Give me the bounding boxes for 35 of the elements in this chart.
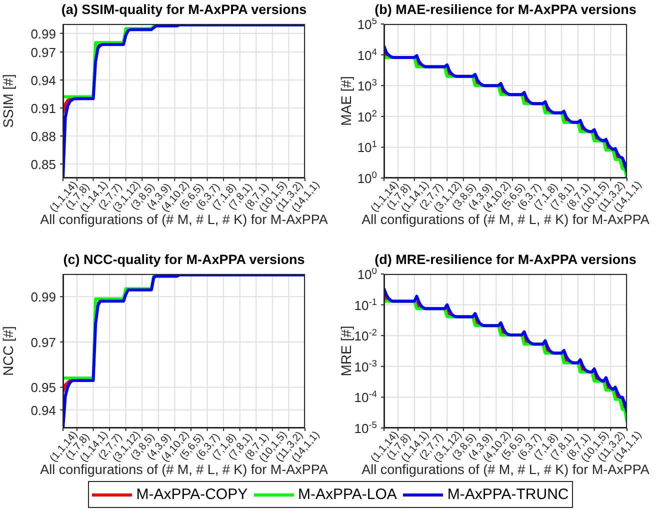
chart-title: (a) SSIM-quality for M-AxPPA versions	[60, 2, 308, 17]
y-tick-label: 10$^{-3}$	[354, 358, 377, 374]
y-tick-label: 0.85	[30, 157, 56, 172]
y-axis-title: NCC [#]	[0, 326, 16, 376]
chart-title: (c) NCC-quality for M-AxPPA versions	[62, 252, 306, 267]
y-axis-title: SSIM [#]	[0, 74, 16, 128]
y-tick-label: 10$^{-1}$	[354, 296, 377, 313]
y-tick-label: 10$^{4}$	[357, 46, 377, 63]
x-axis-title: All configurations of (# M, # L, # K) for M-AxPPA	[39, 212, 329, 227]
y-tick-label: 0.97	[30, 45, 56, 60]
x-axis-title: All configurations of (# M, # L, # K) for M-AxPPA	[360, 212, 650, 227]
y-tick-label: 10$^{-2}$	[354, 328, 377, 344]
legend-label: M-AxPPA-COPY	[136, 486, 248, 503]
y-tick-label: 0.94	[30, 402, 56, 418]
y-tick-label: 0.99	[30, 26, 56, 42]
x-axis-title: All configurations of (# M, # L, # K) for M-AxPPA	[39, 462, 329, 477]
y-tick-label: 10$^{1}$	[357, 139, 377, 156]
y-tick-label: 0.95	[30, 380, 56, 396]
y-tick-label: 10$^{-5}$	[354, 420, 377, 436]
y-tick-label: 0.91	[30, 101, 56, 116]
y-tick-label: 10$^{0}$	[357, 170, 377, 186]
y-tick-label: 0.97	[30, 334, 56, 350]
chart-title: (b) MAE-resilience for M-AxPPA versions	[374, 2, 638, 17]
y-axis-title: MRE [#]	[338, 326, 354, 376]
y-tick-label: 0.94	[30, 73, 56, 88]
y-axis-title: MAE [#]	[338, 76, 354, 126]
legend-label: M-AxPPA-LOA	[298, 486, 397, 503]
y-tick-label: 10$^{-4}$	[354, 389, 377, 406]
x-axis-title: All configurations of (# M, # L, # K) for M-AxPPA	[360, 462, 650, 477]
y-tick-label: 10$^{2}$	[357, 108, 377, 124]
y-tick-label: 0.99	[30, 290, 56, 305]
y-tick-label: 10$^{3}$	[357, 78, 377, 94]
y-tick-label: 0.88	[30, 129, 56, 144]
chart-title: (d) MRE-resilience for M-AxPPA versions	[374, 252, 638, 267]
legend-label: M-AxPPA-TRUNC	[447, 486, 569, 503]
